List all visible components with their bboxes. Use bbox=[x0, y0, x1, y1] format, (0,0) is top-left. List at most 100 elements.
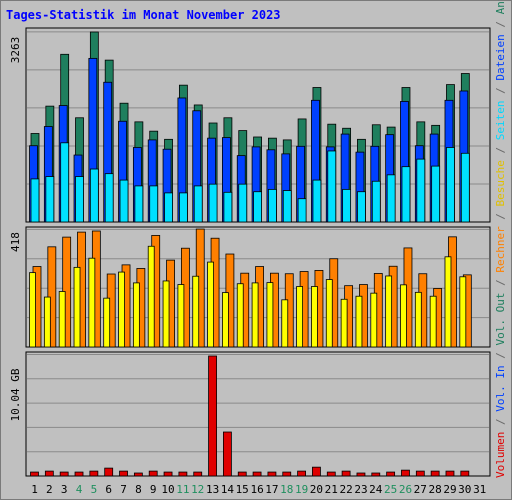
legend-entry: / bbox=[494, 81, 507, 101]
x-axis-label-27: 27 bbox=[414, 483, 427, 496]
bar-volumen-3 bbox=[59, 471, 69, 477]
bar-seiten-27 bbox=[416, 158, 426, 223]
x-axis-label-25: 25 bbox=[384, 483, 397, 496]
x-axis-label-24: 24 bbox=[369, 483, 383, 496]
x-axis-label-29: 29 bbox=[443, 483, 456, 496]
bar-besuche-13 bbox=[207, 261, 214, 348]
bar-volumen-6 bbox=[104, 467, 114, 477]
bar-seiten-21 bbox=[327, 150, 337, 223]
panel-3-frame bbox=[25, 351, 491, 477]
bar-seiten-8 bbox=[134, 185, 144, 223]
bar-volumen-23 bbox=[356, 472, 366, 477]
x-axis-label-15: 15 bbox=[236, 483, 249, 496]
x-axis-label-16: 16 bbox=[250, 483, 263, 496]
x-axis-label-1: 1 bbox=[31, 483, 38, 496]
panel-2-ymax-label: 418 bbox=[9, 232, 22, 252]
bar-besuche-19 bbox=[296, 286, 304, 348]
bar-besuche-22 bbox=[340, 298, 348, 348]
bar-volumen-30 bbox=[460, 470, 470, 477]
x-axis-label-9: 9 bbox=[150, 483, 157, 496]
bar-besuche-14 bbox=[221, 292, 229, 348]
legend-entry: Vol. In bbox=[494, 365, 507, 411]
legend-entry: Vol. Out bbox=[494, 293, 507, 346]
bar-seiten-9 bbox=[149, 185, 159, 223]
bar-seiten-28 bbox=[431, 165, 441, 223]
bar-seiten-24 bbox=[371, 180, 381, 223]
bar-seiten-29 bbox=[446, 147, 455, 223]
bar-volumen-22 bbox=[341, 470, 351, 477]
bar-besuche-11 bbox=[177, 284, 185, 348]
bar-besuche-26 bbox=[400, 284, 407, 348]
legend-entry: / bbox=[494, 14, 507, 34]
x-axis-label-7: 7 bbox=[120, 483, 127, 496]
legend-entry: / bbox=[494, 412, 507, 432]
bar-volumen-27 bbox=[415, 470, 425, 477]
bar-seiten-30 bbox=[460, 152, 470, 223]
bar-volumen-13 bbox=[208, 355, 217, 477]
x-axis-label-2: 2 bbox=[46, 483, 53, 496]
bar-besuche-1 bbox=[29, 272, 36, 348]
bar-besuche-30 bbox=[459, 276, 467, 348]
x-axis-label-11: 11 bbox=[176, 483, 189, 496]
bar-volumen-29 bbox=[445, 470, 455, 477]
bar-besuche-8 bbox=[132, 282, 140, 348]
bar-volumen-19 bbox=[297, 470, 307, 477]
bar-seiten-20 bbox=[312, 179, 322, 223]
panel-3-ymax-label: 10.04 GB bbox=[9, 368, 22, 421]
legend-entry: Dateien bbox=[494, 34, 507, 80]
x-axis-label-22: 22 bbox=[339, 483, 352, 496]
bar-volumen-18 bbox=[282, 471, 292, 477]
x-axis-label-13: 13 bbox=[206, 483, 219, 496]
bar-seiten-12 bbox=[193, 185, 203, 223]
bar-besuche-23 bbox=[355, 295, 363, 348]
legend-entry: Seiten bbox=[494, 100, 507, 140]
bar-besuche-20 bbox=[311, 286, 318, 348]
bar-besuche-21 bbox=[325, 279, 333, 348]
bar-besuche-29 bbox=[444, 256, 452, 348]
bar-besuche-17 bbox=[266, 282, 274, 348]
bar-seiten-7 bbox=[119, 179, 129, 223]
right-legend: Volumen / Vol. In / Vol. Out / Rechner /… bbox=[494, 0, 507, 478]
bar-volumen-26 bbox=[401, 469, 410, 477]
bar-besuche-12 bbox=[192, 275, 200, 348]
legend-entry: / bbox=[494, 140, 507, 160]
legend-entry: Rechner bbox=[494, 226, 507, 273]
x-axis-label-19: 19 bbox=[295, 483, 308, 496]
bar-seiten-14 bbox=[223, 191, 233, 223]
bar-seiten-5 bbox=[89, 168, 99, 223]
bar-volumen-5 bbox=[89, 470, 99, 477]
bar-volumen-4 bbox=[74, 471, 84, 477]
bar-seiten-16 bbox=[253, 191, 262, 223]
bar-volumen-12 bbox=[193, 471, 203, 477]
bar-seiten-3 bbox=[60, 142, 70, 223]
bar-seiten-15 bbox=[238, 183, 248, 223]
bar-volumen-2 bbox=[44, 470, 54, 477]
bar-seiten-13 bbox=[208, 183, 218, 223]
bar-seiten-10 bbox=[164, 192, 173, 223]
bar-seiten-25 bbox=[386, 174, 396, 223]
x-axis-label-20: 20 bbox=[310, 483, 323, 496]
x-axis-label-18: 18 bbox=[280, 483, 293, 496]
bar-seiten-22 bbox=[342, 188, 352, 223]
bar-besuche-9 bbox=[147, 245, 155, 348]
bar-besuche-16 bbox=[251, 282, 259, 348]
bar-besuche-2 bbox=[43, 296, 51, 348]
bar-besuche-27 bbox=[414, 291, 422, 348]
bar-seiten-17 bbox=[268, 188, 277, 223]
x-axis-label-28: 28 bbox=[428, 483, 441, 496]
legend-entry: / bbox=[494, 346, 507, 366]
bar-volumen-17 bbox=[267, 471, 277, 477]
x-axis-label-5: 5 bbox=[91, 483, 98, 496]
bar-volumen-9 bbox=[148, 470, 158, 477]
x-axis-label-10: 10 bbox=[161, 483, 174, 496]
bar-seiten-18 bbox=[282, 190, 292, 223]
legend-entry: / bbox=[494, 206, 507, 226]
bar-volumen-24 bbox=[371, 472, 381, 477]
bar-seiten-2 bbox=[45, 176, 55, 223]
x-axis-label-21: 21 bbox=[325, 483, 338, 496]
legend-entry: Anfragen bbox=[494, 0, 507, 14]
x-axis-label-12: 12 bbox=[191, 483, 204, 496]
panel-1-ymax-label: 3263 bbox=[9, 37, 22, 64]
x-axis-label-30: 30 bbox=[458, 483, 471, 496]
